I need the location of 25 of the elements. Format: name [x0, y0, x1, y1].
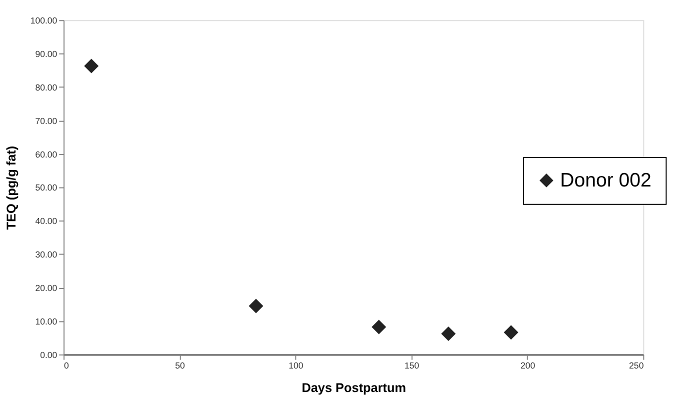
x-tick-label: 150: [404, 360, 420, 371]
legend-label: Donor 002: [560, 169, 652, 192]
y-tick-label: 10.00: [35, 316, 58, 326]
point: [441, 326, 456, 341]
y-tick-label: 0.00: [40, 350, 58, 360]
point: [84, 58, 99, 74]
y-tick-label: 30.00: [35, 250, 58, 260]
y-tick-label: 80.00: [35, 82, 58, 92]
y-tick-label: 90.00: [35, 49, 58, 59]
y-tick-label: 60.00: [35, 149, 58, 160]
y-axis-title: TEQ (pg/g fat): [4, 146, 19, 230]
x-tick-label: 250: [629, 360, 644, 371]
x-tick-label: 0: [64, 360, 70, 371]
x-axis-title: Days Postpartum: [302, 381, 406, 396]
y-tick-label: 20.00: [35, 283, 58, 294]
y-tick-label: 100.00: [30, 16, 58, 26]
y-tick-label: 70.00: [35, 116, 58, 126]
y-tick-label: 50.00: [35, 182, 58, 193]
x-tick-label: 200: [520, 360, 536, 371]
x-tick-label: 50: [175, 360, 185, 371]
point: [504, 325, 518, 340]
point: [372, 320, 386, 334]
point: [248, 298, 264, 314]
y-tick-label: 40.00: [35, 216, 58, 226]
x-tick-label: 100: [288, 360, 304, 371]
